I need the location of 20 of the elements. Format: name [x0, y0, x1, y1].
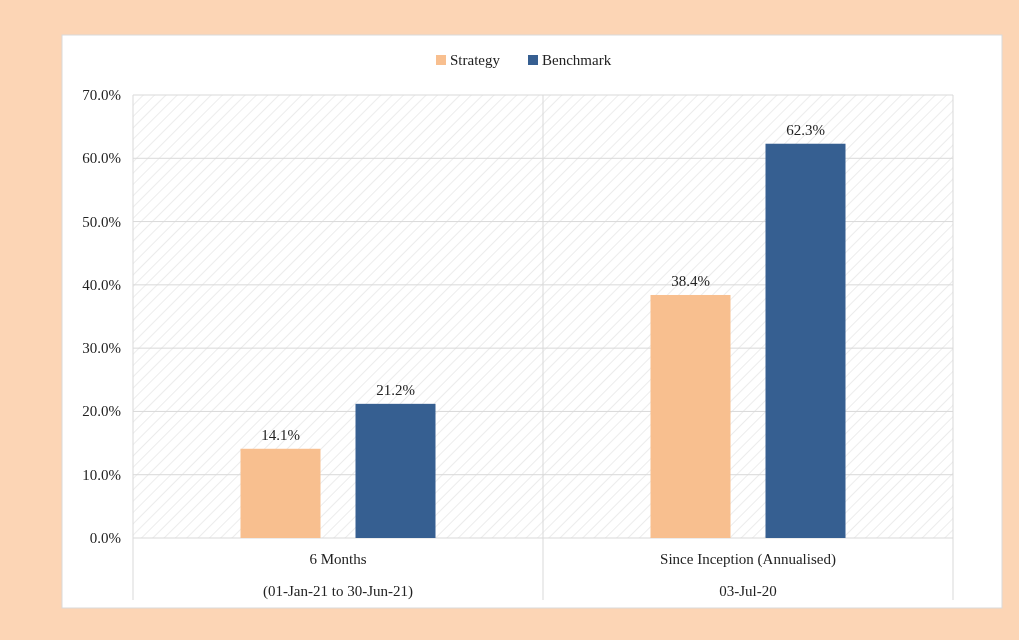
data-label: 62.3% — [786, 121, 825, 138]
y-tick-label: 40.0% — [82, 276, 121, 293]
y-tick-label: 60.0% — [82, 150, 121, 167]
bar — [650, 294, 731, 538]
data-label: 21.2% — [376, 381, 415, 398]
y-tick-label: 10.0% — [82, 466, 121, 483]
legend-label: Strategy — [450, 52, 501, 68]
y-tick-label: 70.0% — [82, 87, 121, 103]
x-tick-label: Since Inception (Annualised) 03-Jul-20 — [660, 551, 836, 599]
bar — [355, 403, 436, 538]
y-tick-label: 50.0% — [82, 213, 121, 230]
data-label: 38.4% — [671, 272, 710, 289]
bar — [240, 448, 321, 538]
data-label: 14.1% — [261, 426, 300, 443]
legend-label: Benchmark — [542, 52, 612, 68]
y-tick-label: 20.0% — [82, 403, 121, 420]
x-tick-label: 6 Months (01-Jan-21 to 30-Jun-21) — [263, 551, 413, 600]
bar — [765, 143, 846, 538]
y-tick-label: 30.0% — [82, 340, 121, 357]
y-tick-label: 0.0% — [89, 530, 121, 546]
